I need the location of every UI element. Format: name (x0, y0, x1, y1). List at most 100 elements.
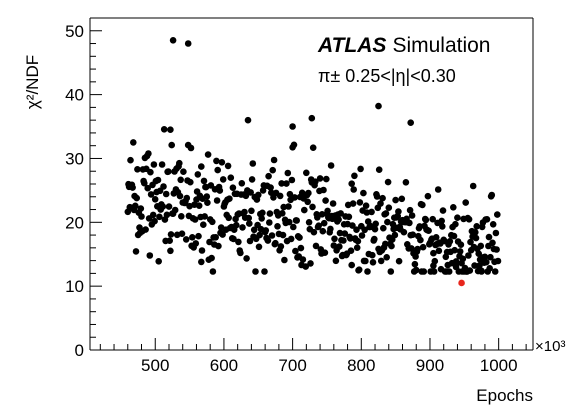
scatter-point (285, 203, 292, 210)
scatter-point (259, 187, 267, 194)
scatter-point (424, 192, 432, 200)
atlas-suffix: Simulation (392, 34, 490, 57)
scatter-point (355, 266, 363, 274)
scatter-point (360, 189, 367, 197)
scatter-point (168, 141, 175, 149)
scatter-point (241, 208, 248, 216)
scatter-point (169, 37, 177, 44)
scatter-point (235, 238, 242, 246)
scatter-point (176, 159, 183, 167)
scatter-point (178, 230, 186, 237)
scatter-point (349, 200, 357, 207)
scatter-point (419, 243, 427, 251)
scatter-point (377, 257, 385, 265)
scatter-point (194, 171, 202, 178)
scatter-point (323, 175, 330, 183)
scatter-point (398, 195, 406, 203)
scatter-point (363, 209, 371, 216)
scatter-point (129, 184, 136, 191)
scatter-point (264, 237, 272, 244)
atlas-label: ATLAS Simulation (317, 34, 491, 57)
scatter-point (279, 231, 287, 239)
scatter-point (167, 247, 174, 255)
scatter-point (309, 203, 316, 211)
scatter-point (450, 232, 458, 240)
scatter-point (154, 176, 162, 184)
scatter-point (384, 218, 391, 226)
x-tick-label: 900 (416, 356, 444, 375)
scatter-point (238, 180, 246, 187)
scatter-point (310, 228, 318, 236)
scatter-point (303, 169, 310, 177)
scatter-point (147, 168, 154, 176)
scatter-point (201, 213, 208, 220)
scatter-point (250, 226, 258, 234)
scatter-point (305, 189, 312, 197)
scatter-point (492, 229, 500, 237)
x-axis-title: Epochs (476, 386, 533, 405)
scatter-point (151, 217, 158, 225)
scatter-point (156, 213, 163, 221)
scatter-point (266, 210, 274, 217)
scatter-point (192, 240, 200, 247)
scatter-point (361, 226, 369, 234)
scatter-point (312, 178, 319, 185)
scatter-point (372, 220, 380, 228)
scatter-point (319, 227, 327, 235)
scatter-point (189, 234, 196, 241)
scatter-point (380, 224, 387, 232)
scatter-point (416, 223, 424, 230)
scatter-point (368, 208, 375, 216)
scatter-point (301, 206, 308, 214)
scatter-point (371, 225, 379, 233)
scatter-point (414, 245, 421, 253)
scatter-point (383, 253, 391, 261)
scatter-point (384, 178, 392, 186)
scatter-point (248, 207, 255, 215)
scatter-point (261, 268, 268, 275)
scatter-point (252, 268, 259, 275)
scatter-point (183, 194, 191, 202)
scatter-point (417, 236, 424, 244)
scatter-point (395, 208, 402, 215)
scatter-point (483, 216, 491, 223)
scatter-point (445, 268, 453, 275)
y-tick-label: 0 (75, 341, 84, 360)
plot-frame (89, 17, 534, 351)
scatter-point (191, 216, 199, 223)
scatter-point (285, 218, 293, 226)
scatter-point (471, 262, 478, 269)
scatter-point (349, 222, 356, 229)
scatter-point (327, 162, 335, 169)
scatter-point (239, 224, 246, 231)
scatter-point (435, 247, 443, 255)
scatter-point (299, 256, 307, 263)
scatter-point (165, 168, 172, 175)
scatter-point (465, 252, 472, 259)
scatter-point (287, 235, 295, 243)
scatter-point (307, 260, 314, 267)
scatter-point (151, 196, 159, 203)
scatter-point (302, 263, 310, 270)
scatter-point (452, 220, 459, 228)
scatter-point (159, 203, 167, 210)
selection-label: π± 0.25<|η|<0.30 (318, 66, 456, 86)
x-axis-multiplier: ×10³ (535, 338, 565, 355)
scatter-point (226, 195, 233, 202)
scatter-point (162, 190, 170, 198)
scatter-point (244, 116, 252, 124)
scatter-point (348, 180, 356, 187)
scatter-point (249, 160, 257, 167)
scatter-point (198, 247, 206, 254)
scatter-point (215, 242, 222, 250)
scatter-point (225, 214, 232, 222)
scatter-point (371, 235, 378, 243)
scatter-point (207, 182, 215, 189)
scatter-point (420, 268, 428, 275)
scatter-point (385, 204, 393, 211)
scatter-point (160, 183, 167, 190)
scatter-point (195, 202, 203, 209)
scatter-point (489, 221, 497, 228)
scatter-point (467, 238, 474, 246)
y-tick-label: 40 (65, 86, 84, 105)
